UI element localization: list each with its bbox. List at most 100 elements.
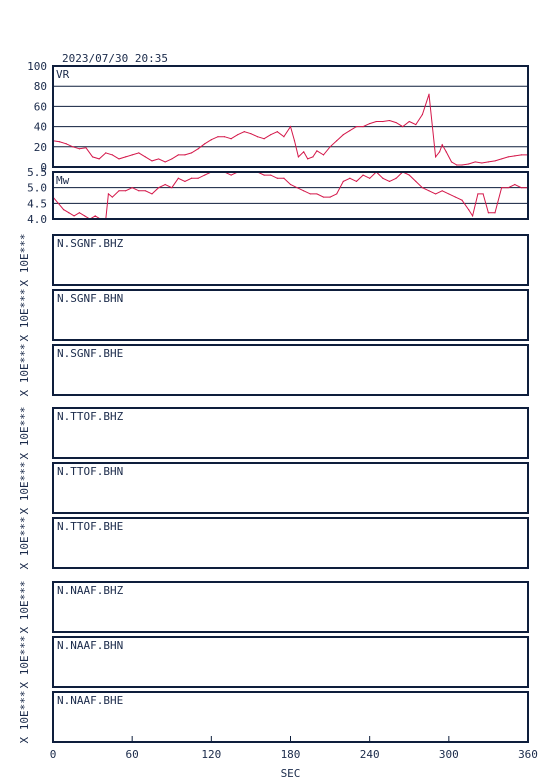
mw-data-point bbox=[62, 209, 65, 211]
vr-data-point bbox=[362, 126, 364, 128]
x-axis-label: SEC bbox=[281, 767, 301, 780]
vr-data-point bbox=[204, 143, 206, 145]
mw-data-point bbox=[487, 212, 490, 214]
trace-scale-label: X 10E*** bbox=[18, 691, 31, 744]
mw-data-point bbox=[382, 177, 384, 179]
trace-station-label: N.TTOF.BHZ bbox=[57, 410, 124, 423]
vr-data-point bbox=[184, 154, 186, 156]
mw-data-point bbox=[520, 187, 523, 189]
vr-tick-label: 80 bbox=[34, 80, 47, 93]
vr-data-point bbox=[91, 156, 94, 158]
mw-data-point bbox=[507, 187, 509, 189]
x-tick-label: 0 bbox=[50, 748, 57, 761]
vr-data-point bbox=[438, 151, 441, 153]
trace-station-label: N.NAAF.BHE bbox=[57, 694, 123, 707]
mw-frame bbox=[52, 171, 529, 220]
mw-data-point bbox=[131, 187, 133, 189]
vr-series-line bbox=[52, 94, 528, 166]
mw-data-point bbox=[283, 177, 285, 179]
mw-panel: 4.0 4.5 5.0 5.5 Mw bbox=[27, 166, 529, 226]
vr-data-point bbox=[78, 148, 80, 150]
mw-data-point bbox=[296, 187, 298, 189]
mw-data-point bbox=[184, 180, 186, 182]
vr-data-point bbox=[375, 120, 377, 123]
trace-panel-frame bbox=[52, 636, 529, 688]
vr-data-point bbox=[151, 160, 153, 162]
trace-scale-label: X 10E*** bbox=[18, 344, 31, 397]
mw-tick-label: 5.5 bbox=[27, 166, 47, 179]
mw-data-point bbox=[454, 196, 457, 198]
vr-data-point bbox=[243, 131, 245, 133]
mw-data-point bbox=[408, 174, 410, 176]
mw-series-line bbox=[52, 171, 528, 220]
mw-data-point bbox=[514, 183, 516, 186]
mw-data-point bbox=[276, 177, 278, 179]
vr-data-point bbox=[131, 154, 133, 156]
mw-data-point bbox=[349, 177, 351, 179]
vr-data-point bbox=[250, 133, 252, 135]
trace-station-label: N.NAAF.BHZ bbox=[57, 584, 124, 597]
vr-tick-label: 100 bbox=[27, 60, 47, 73]
mw-data-point bbox=[362, 174, 364, 176]
trace-panel-frame bbox=[52, 462, 529, 514]
trace-station-label: N.SGNF.BHE bbox=[57, 347, 123, 360]
vr-data-point bbox=[177, 154, 179, 156]
mw-data-point bbox=[448, 193, 450, 195]
mw-data-point bbox=[388, 180, 391, 182]
vr-data-point bbox=[342, 134, 344, 136]
trace-scale-label: X 10E*** bbox=[18, 407, 31, 460]
vr-data-point bbox=[474, 161, 476, 163]
mw-data-point bbox=[68, 212, 70, 214]
mw-data-point bbox=[157, 187, 160, 189]
vr-data-point bbox=[481, 162, 483, 164]
vr-data-point bbox=[118, 158, 120, 160]
mw-data-point bbox=[190, 177, 193, 179]
vr-data-point bbox=[507, 156, 509, 158]
mw-data-point bbox=[164, 183, 166, 186]
mw-data-point bbox=[197, 177, 199, 179]
mw-tick-label: 4.5 bbox=[27, 197, 47, 210]
vr-data-point bbox=[138, 152, 140, 154]
vr-panel: 0 20 40 60 80 100 VR bbox=[27, 60, 529, 174]
trace-station-label: N.NAAF.BHN bbox=[57, 639, 123, 652]
vr-data-point bbox=[270, 134, 272, 136]
mw-tick-label: 4.0 bbox=[27, 213, 47, 226]
mw-data-point bbox=[177, 177, 179, 179]
vr-data-point bbox=[520, 154, 523, 156]
vr-data-point bbox=[388, 119, 391, 122]
vr-data-point bbox=[217, 136, 219, 138]
vr-tick-label: 40 bbox=[34, 121, 47, 134]
vr-data-point bbox=[230, 138, 232, 140]
mw-data-point bbox=[144, 190, 146, 192]
vr-data-point bbox=[237, 134, 239, 136]
vr-data-point bbox=[111, 154, 113, 156]
mw-data-point bbox=[151, 193, 153, 195]
vr-data-point bbox=[355, 126, 358, 128]
mw-data-point bbox=[263, 174, 265, 176]
vr-data-point bbox=[307, 158, 309, 160]
trace-scale-label: X 10E*** bbox=[18, 636, 31, 689]
trace-panel-frame bbox=[52, 344, 529, 396]
mw-data-point bbox=[435, 193, 437, 195]
trace-station-label: N.TTOF.BHE bbox=[57, 520, 123, 533]
vr-data-point bbox=[468, 163, 470, 165]
vr-tick-label: 60 bbox=[34, 100, 47, 113]
mw-data-point bbox=[289, 183, 292, 186]
vr-data-point bbox=[105, 152, 107, 154]
vr-data-point bbox=[303, 151, 305, 153]
x-tick-label: 120 bbox=[201, 748, 221, 761]
mw-data-point bbox=[57, 202, 59, 204]
mw-data-point bbox=[336, 193, 338, 195]
vr-data-point bbox=[276, 131, 278, 133]
mw-data-point bbox=[204, 174, 206, 176]
trace-station-label: N.SGNF.BHZ bbox=[57, 237, 124, 250]
vr-tick-label: 20 bbox=[34, 141, 47, 154]
trace-scale-label: X 10E*** bbox=[18, 517, 31, 570]
vr-data-point bbox=[494, 160, 496, 162]
mw-data-point bbox=[428, 190, 430, 192]
vr-data-point bbox=[210, 139, 212, 141]
mw-data-point bbox=[415, 180, 417, 182]
trace-panel-frame bbox=[52, 234, 529, 286]
mw-data-point bbox=[316, 193, 318, 195]
